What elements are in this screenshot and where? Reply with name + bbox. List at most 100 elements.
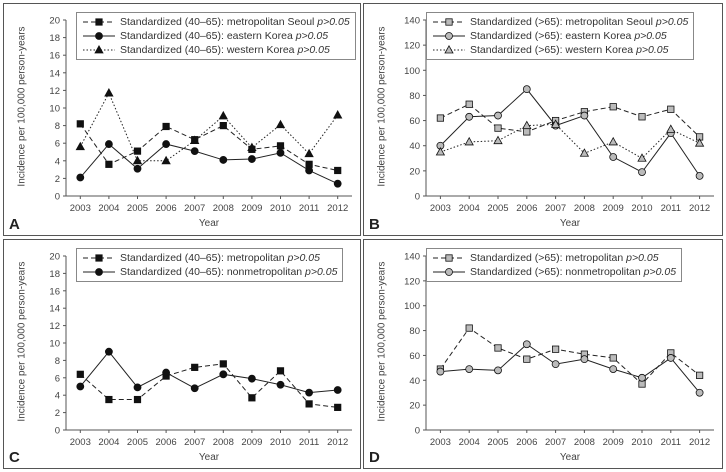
y-tick-label: 80 — [409, 91, 420, 102]
y-tick-label: 2 — [55, 408, 60, 419]
legend-swatch — [83, 44, 115, 54]
panel-letter: B — [369, 216, 380, 233]
x-tick-label: 2003 — [430, 437, 451, 448]
legend-swatch — [433, 268, 465, 276]
legend-marker — [444, 44, 454, 54]
legend-item: Standardized (40–65): eastern Korea p>0.… — [82, 29, 350, 43]
series-1-point — [523, 128, 531, 136]
series-line-3 — [79, 91, 339, 162]
legend-p-value: p>0.05 — [305, 266, 338, 278]
y-axis-label: Incidence per 100,000 person-years — [16, 261, 28, 422]
series-2-point — [276, 380, 285, 389]
legend-p-value: p>0.05 — [655, 16, 689, 28]
series-1-point — [305, 400, 313, 408]
x-tick-label: 2012 — [689, 203, 710, 214]
x-tick-label: 2008 — [574, 203, 595, 214]
series-2-point — [580, 355, 589, 364]
legend-p-value: p>0.05 — [317, 16, 350, 28]
x-tick-label: 2011 — [661, 203, 681, 214]
axis-lines — [425, 256, 714, 431]
y-tick-label: 40 — [409, 141, 420, 152]
panel-letter: A — [9, 216, 20, 233]
series-line-3 — [440, 123, 700, 159]
y-tick-label: 10 — [49, 339, 60, 350]
legend-item: Standardized (>65): metropolitan Seoul p… — [432, 15, 688, 29]
series-1-point — [609, 103, 617, 111]
y-axis-label: Incidence per 100,000 person-years — [376, 26, 388, 187]
y-tick-label: 0 — [415, 192, 420, 203]
x-axis-label: Year — [559, 452, 581, 463]
legend-p-value: p>0.05 — [295, 30, 329, 42]
series-2-point — [162, 368, 171, 377]
legend-item: Standardized (40–65): nonmetropolitan p>… — [82, 265, 337, 279]
series-2-point — [190, 384, 199, 393]
x-axis-label: Year — [198, 218, 220, 229]
legend-label: Standardized (>65): western Korea — [470, 44, 634, 56]
x-tick-label: 2006 — [516, 437, 537, 448]
y-tick-label: 140 — [404, 252, 420, 263]
series-1-point — [551, 345, 560, 353]
legend-p-value: p>0.05 — [634, 30, 667, 42]
legend-p-value: p>0.05 — [297, 44, 330, 56]
series-2-point — [609, 153, 618, 161]
legend-swatch — [83, 32, 115, 40]
legend-item: Standardized (40–65): metropolitan Seoul… — [82, 15, 350, 29]
series-line-2 — [79, 350, 338, 394]
y-tick-label: 12 — [49, 321, 60, 332]
chart-panel-d: 0 20 40 60 80 100 120 140 2003 2004 2005 2006 2007 20… — [363, 239, 723, 469]
legend-swatch — [83, 254, 115, 262]
legend-swatch — [433, 32, 465, 40]
series-2-point — [522, 340, 531, 349]
series-1-point — [219, 122, 227, 130]
series-1-point — [667, 105, 675, 113]
series-3-point — [104, 88, 114, 97]
series-line-2 — [440, 343, 700, 394]
series-2-point — [247, 155, 256, 163]
series-1-point — [609, 354, 617, 362]
series-2-point — [219, 370, 228, 379]
legend-swatch — [83, 268, 115, 276]
series-2-point — [638, 373, 646, 382]
y-tick-label: 0 — [415, 426, 420, 437]
series-2-point — [76, 173, 85, 182]
series-3-point — [75, 141, 85, 151]
x-axis-label: Year — [559, 218, 581, 229]
legend-swatch — [83, 18, 115, 26]
series-1-point — [76, 120, 84, 128]
legend-swatch — [433, 44, 465, 54]
legend-marker — [445, 268, 453, 276]
series-2-point — [247, 374, 256, 383]
legend-p-value: p>0.05 — [636, 44, 669, 56]
series-1-point — [76, 370, 84, 378]
series-1-point — [162, 122, 170, 131]
x-tick-label: 2008 — [213, 437, 234, 448]
series-1-point — [494, 124, 502, 132]
legend-label: Standardized (>65): metropolitan — [470, 252, 624, 264]
y-tick-label: 6 — [55, 139, 60, 150]
y-tick-label: 16 — [49, 286, 60, 297]
legend-marker — [95, 32, 103, 40]
series-2-point — [105, 347, 113, 356]
legend-label: Standardized (40–65): nonmetropolitan — [120, 266, 303, 278]
series-3-point — [333, 110, 343, 119]
chart-svg-c: 0 2 4 6 8 10 12 14 16 18 20 2003 2004 2005 2006 2007 200… — [49, 252, 352, 448]
series-1-point — [276, 367, 285, 375]
y-tick-label: 0 — [55, 192, 60, 203]
y-tick-label: 14 — [49, 304, 60, 315]
y-axis-label: Incidence per 100,000 person-years — [376, 261, 388, 422]
series-3-point — [304, 148, 314, 158]
series-line-1 — [439, 327, 700, 385]
x-tick-label: 2004 — [98, 203, 119, 214]
y-tick-label: 2 — [55, 174, 60, 185]
panel-letter: C — [9, 449, 20, 466]
series-2-point — [666, 354, 675, 362]
series-1-point — [305, 160, 313, 168]
series-3-point — [218, 110, 228, 120]
x-tick-label: 2012 — [689, 437, 710, 448]
legend-item: Standardized (>65): western Korea p>0.05 — [432, 43, 688, 57]
series-1-point — [191, 363, 199, 371]
legend-p-value: p>0.05 — [643, 266, 677, 278]
chart-svg-b: 0 20 40 60 80 100 120 140 2003 2004 2005 2006 2007 20… — [404, 16, 714, 214]
x-tick-label: 2005 — [487, 203, 508, 214]
x-tick-label: 2010 — [270, 203, 291, 214]
